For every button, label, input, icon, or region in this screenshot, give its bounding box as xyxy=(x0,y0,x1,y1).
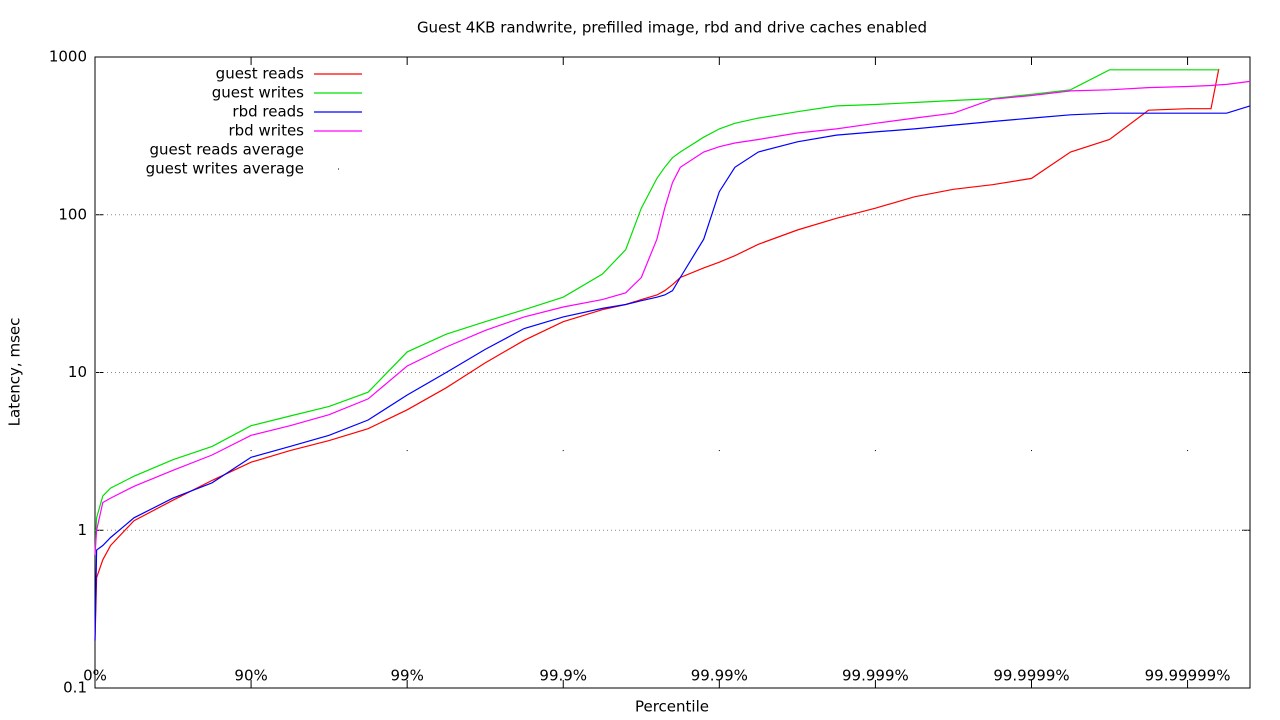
y-axis-label: Latency, msec xyxy=(6,318,24,427)
legend-label: guest reads xyxy=(216,65,305,83)
average-point xyxy=(718,450,720,452)
legend-swatch xyxy=(338,149,339,151)
series-line xyxy=(94,68,1220,641)
legend-label: guest writes xyxy=(212,84,304,102)
legend-label: guest reads average xyxy=(150,141,305,159)
series-line xyxy=(94,69,1219,555)
x-tick-label: 99.999% xyxy=(842,667,909,685)
chart-title: Guest 4KB randwrite, prefilled image, rb… xyxy=(417,19,927,37)
legend-label: rbd writes xyxy=(228,122,304,140)
y-tick-label: 10 xyxy=(68,363,87,381)
series-line xyxy=(94,80,1251,555)
x-tick-label: 99% xyxy=(390,667,423,685)
y-tick-label: 100 xyxy=(58,205,87,223)
average-point xyxy=(562,450,564,452)
average-point xyxy=(1187,450,1189,452)
average-point xyxy=(406,450,408,452)
average-point xyxy=(874,450,876,452)
x-tick-label: 0% xyxy=(83,667,107,685)
legend-swatch xyxy=(338,168,339,170)
series-line xyxy=(94,105,1251,641)
legend-label: rbd reads xyxy=(232,103,304,121)
x-tick-label: 99.9999% xyxy=(993,667,1069,685)
legend-label: guest writes average xyxy=(146,160,304,178)
x-tick-label: 99.9% xyxy=(539,667,587,685)
x-tick-label: 99.99% xyxy=(691,667,748,685)
y-tick-label: 1 xyxy=(77,521,87,539)
y-tick-label: 1000 xyxy=(49,48,87,66)
average-point xyxy=(1030,450,1032,452)
x-tick-label: 99.99999% xyxy=(1145,667,1231,685)
x-tick-label: 90% xyxy=(234,667,267,685)
average-point xyxy=(250,450,252,452)
y-tick-label: 0.1 xyxy=(63,679,87,697)
x-axis-label: Percentile xyxy=(635,698,709,716)
